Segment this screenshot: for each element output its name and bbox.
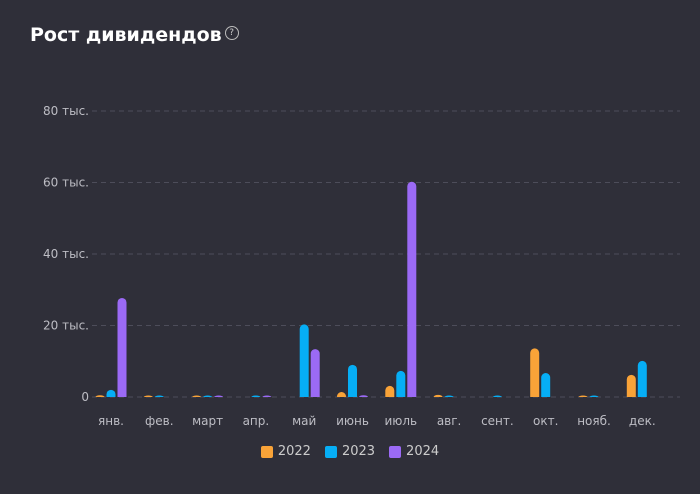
legend-swatch <box>389 445 402 458</box>
title-text: Рост дивидендов <box>30 24 222 46</box>
bar-2024-3[interactable] <box>262 395 272 397</box>
legend-label: 2024 <box>406 444 440 459</box>
legend-swatch <box>260 445 273 458</box>
x-tick-label: фев. <box>145 414 174 428</box>
bar-2022-1[interactable] <box>143 395 153 397</box>
bar-2023-10[interactable] <box>589 395 599 397</box>
legend: 2022 2023 2024 <box>0 444 700 459</box>
bar-2022-7[interactable] <box>433 394 443 397</box>
x-tick-label: нояб. <box>577 414 611 428</box>
bar-2022-5[interactable] <box>337 391 346 397</box>
x-tick-label: дек. <box>629 414 656 428</box>
bar-2023-6[interactable] <box>396 370 406 397</box>
bar-2023-3[interactable] <box>251 395 261 397</box>
y-tick-label: 60 тыс. <box>43 176 89 190</box>
bar-2022-0[interactable] <box>95 395 105 397</box>
y-tick-label: 20 тыс. <box>43 319 89 333</box>
bar-2022-6[interactable] <box>385 385 395 397</box>
bar-2022-2[interactable] <box>192 395 202 397</box>
bar-2024-0[interactable] <box>117 297 127 397</box>
bar-2024-4[interactable] <box>310 349 320 397</box>
legend-swatch <box>324 445 337 458</box>
bar-2023-8[interactable] <box>492 395 502 397</box>
x-tick-label: апр. <box>243 414 270 428</box>
bar-chart: 0 20 тыс. 40 тыс. 60 тыс. 80 тыс. янв. фев. мар… <box>43 104 680 428</box>
bar-2023-5[interactable] <box>348 364 357 397</box>
legend-label: 2022 <box>277 444 311 459</box>
bar-2023-2[interactable] <box>203 395 213 397</box>
bar-2023-0[interactable] <box>106 389 116 397</box>
x-tick-label: янв. <box>98 414 124 428</box>
chart-title: Рост дивидендов? <box>30 24 239 46</box>
bar-2022-10[interactable] <box>578 395 588 397</box>
question-circle-icon[interactable]: ? <box>224 26 239 40</box>
legend-item-2023[interactable]: 2023 <box>324 444 376 459</box>
x-tick-label: март <box>192 414 223 428</box>
x-tick-label: окт. <box>533 414 558 428</box>
bar-2023-4[interactable] <box>299 324 309 397</box>
y-tick-label: 40 тыс. <box>43 247 89 261</box>
bar-2023-7[interactable] <box>444 395 454 397</box>
bar-2023-9[interactable] <box>541 373 551 397</box>
x-tick-label: июль <box>384 414 417 428</box>
bar-2022-11[interactable] <box>626 374 636 397</box>
bar-2024-2[interactable] <box>214 395 224 397</box>
y-tick-label: 0 <box>81 390 89 404</box>
bar-2023-1[interactable] <box>154 395 164 397</box>
y-tick-label: 80 тыс. <box>43 104 89 118</box>
bar-2023-11[interactable] <box>637 360 647 397</box>
x-tick-label: май <box>292 414 316 428</box>
bar-2024-5[interactable] <box>359 395 368 397</box>
x-tick-label: июнь <box>336 414 369 428</box>
bar-2024-6[interactable] <box>407 181 417 397</box>
legend-label: 2023 <box>341 444 376 459</box>
bar-2022-9[interactable] <box>530 348 540 397</box>
x-tick-label: сент. <box>481 414 514 428</box>
legend-item-2024[interactable]: 2024 <box>389 444 439 459</box>
legend-item-2022[interactable]: 2022 <box>260 444 311 459</box>
x-tick-label: авг. <box>437 414 462 428</box>
